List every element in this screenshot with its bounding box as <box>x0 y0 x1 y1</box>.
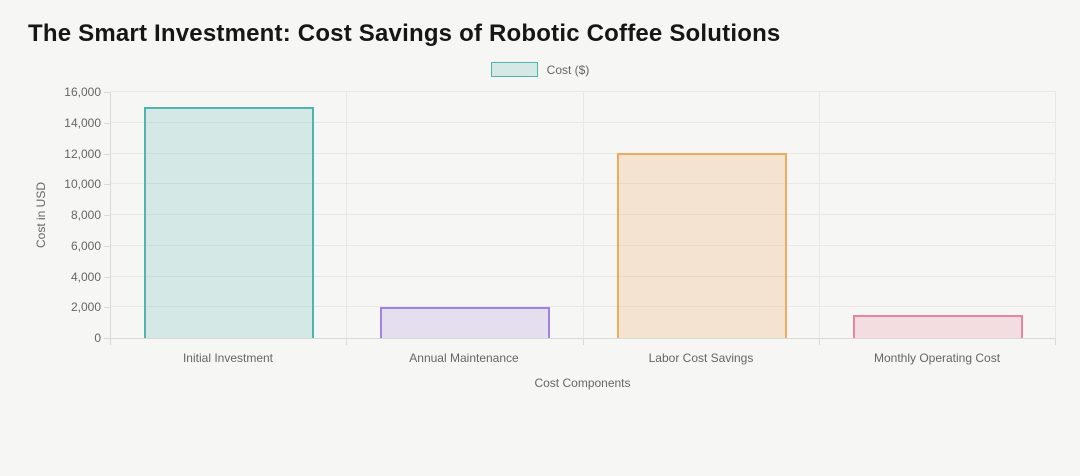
bar-initial-investment <box>144 107 314 338</box>
y-tick-mark <box>104 277 110 278</box>
y-tick-label: 0 <box>94 331 101 345</box>
y-axis-tick-labels: 0 2,000 4,000 6,000 8,000 10,000 12,000 14,000 1… <box>0 85 101 345</box>
gridline-vertical <box>1055 92 1056 338</box>
x-tick-mark <box>110 339 111 345</box>
x-tick-mark <box>583 339 584 345</box>
y-tick-label: 2,000 <box>70 300 101 314</box>
gridline-horizontal <box>111 91 1056 92</box>
bar-labor-cost-savings <box>617 153 787 338</box>
gridline-vertical <box>346 92 347 338</box>
y-tick-mark <box>104 123 110 124</box>
legend-label: Cost ($) <box>546 62 590 77</box>
x-category-label-annual-maintenance: Annual Maintenance <box>409 351 519 365</box>
x-category-label-labor-cost-savings: Labor Cost Savings <box>648 351 754 365</box>
y-tick-label: 12,000 <box>64 147 101 161</box>
x-tick-mark <box>1055 339 1056 345</box>
y-tick-mark <box>104 184 110 185</box>
x-tick-mark <box>819 339 820 345</box>
y-tick-mark <box>104 154 110 155</box>
y-tick-mark <box>104 246 110 247</box>
y-tick-label: 16,000 <box>64 85 101 99</box>
gridline-vertical <box>819 92 820 338</box>
y-tick-label: 14,000 <box>64 116 101 130</box>
y-tick-label: 10,000 <box>64 177 101 191</box>
gridline-vertical <box>583 92 584 338</box>
legend-item-cost[interactable]: Cost ($) <box>0 62 1080 77</box>
chart-title: The Smart Investment: Cost Savings of Ro… <box>28 20 781 47</box>
y-tick-mark <box>104 92 110 93</box>
plot-area <box>110 91 1056 339</box>
y-tick-mark <box>104 307 110 308</box>
y-tick-mark <box>104 338 110 339</box>
bar-monthly-operating-cost <box>853 315 1023 338</box>
bar-annual-maintenance <box>380 307 550 338</box>
legend-swatch <box>490 62 538 77</box>
y-tick-label: 4,000 <box>70 270 101 284</box>
y-tick-label: 6,000 <box>70 239 101 253</box>
y-tick-mark <box>104 215 110 216</box>
x-tick-mark <box>346 339 347 345</box>
x-category-label-initial-investment: Initial Investment <box>182 351 274 365</box>
x-axis-title: Cost Components <box>534 376 631 390</box>
x-category-label-monthly-operating-cost: Monthly Operating Cost <box>873 351 1001 365</box>
y-tick-label: 8,000 <box>70 208 101 222</box>
